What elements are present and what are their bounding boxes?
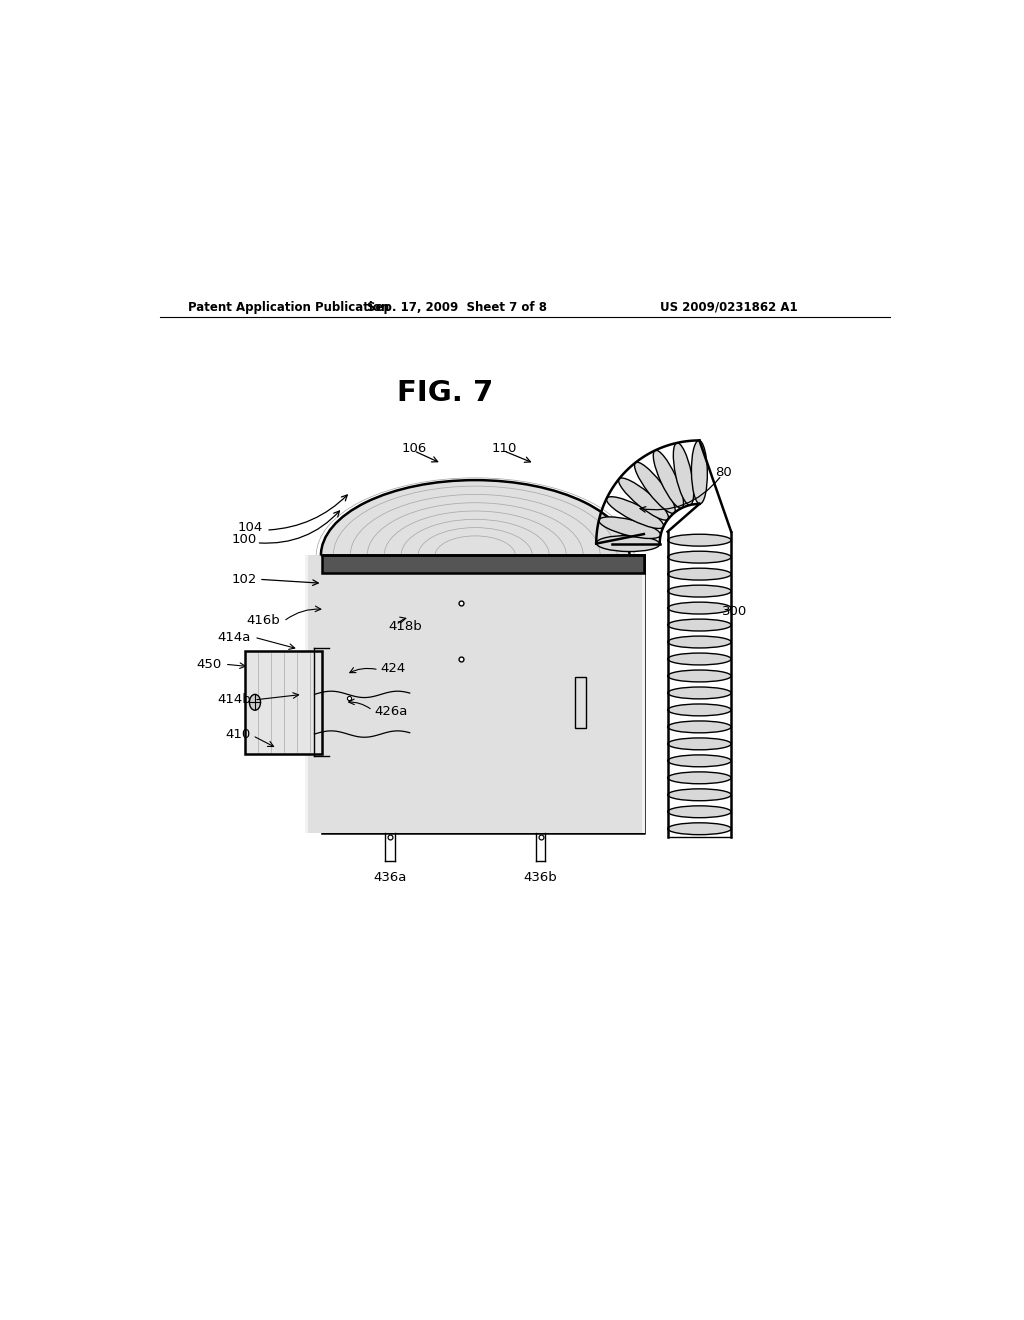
Ellipse shape — [668, 568, 731, 579]
Ellipse shape — [668, 789, 731, 801]
Bar — [575, 677, 586, 729]
Ellipse shape — [668, 671, 731, 682]
Text: 104: 104 — [238, 521, 263, 535]
Text: 414b: 414b — [217, 693, 251, 706]
Bar — [323, 556, 644, 573]
Text: 300: 300 — [722, 605, 746, 618]
Ellipse shape — [668, 602, 731, 614]
Ellipse shape — [668, 585, 731, 597]
Bar — [342, 556, 608, 833]
Text: Patent Application Publication: Patent Application Publication — [187, 301, 389, 314]
Text: 102: 102 — [231, 573, 257, 586]
Text: 424: 424 — [380, 663, 406, 676]
Ellipse shape — [668, 653, 731, 665]
Text: 426a: 426a — [374, 705, 408, 718]
Ellipse shape — [668, 805, 731, 817]
Ellipse shape — [250, 694, 260, 710]
Ellipse shape — [618, 478, 669, 520]
Text: 80: 80 — [715, 466, 732, 479]
Bar — [326, 556, 625, 833]
Bar — [308, 556, 642, 833]
Text: Sep. 17, 2009  Sheet 7 of 8: Sep. 17, 2009 Sheet 7 of 8 — [368, 301, 548, 314]
Bar — [393, 556, 557, 833]
Ellipse shape — [691, 441, 708, 504]
Text: 418b: 418b — [388, 620, 422, 634]
Ellipse shape — [321, 480, 630, 631]
Ellipse shape — [635, 462, 675, 513]
Ellipse shape — [668, 822, 731, 834]
Text: 450: 450 — [197, 657, 221, 671]
Ellipse shape — [668, 772, 731, 784]
Ellipse shape — [653, 450, 684, 508]
Text: 110: 110 — [492, 442, 517, 455]
Ellipse shape — [668, 738, 731, 750]
Ellipse shape — [668, 535, 731, 546]
Ellipse shape — [599, 517, 660, 539]
Ellipse shape — [668, 636, 731, 648]
Text: 414a: 414a — [218, 631, 251, 644]
Bar — [359, 556, 591, 833]
Bar — [246, 651, 323, 754]
Ellipse shape — [668, 552, 731, 564]
Ellipse shape — [596, 536, 659, 552]
Text: 410: 410 — [225, 727, 251, 741]
Text: US 2009/0231862 A1: US 2009/0231862 A1 — [659, 301, 798, 314]
Text: 100: 100 — [231, 533, 256, 546]
Bar — [376, 556, 574, 833]
Text: 416b: 416b — [247, 614, 281, 627]
Bar — [427, 556, 523, 833]
Ellipse shape — [668, 755, 731, 767]
Ellipse shape — [674, 442, 693, 506]
Text: 106: 106 — [401, 442, 427, 455]
Ellipse shape — [668, 686, 731, 698]
Ellipse shape — [668, 619, 731, 631]
Bar — [411, 556, 541, 833]
Bar — [323, 556, 644, 833]
Bar — [323, 556, 644, 573]
Bar — [305, 556, 645, 833]
Ellipse shape — [606, 496, 664, 528]
Text: 436b: 436b — [524, 871, 557, 883]
Ellipse shape — [668, 721, 731, 733]
Ellipse shape — [668, 704, 731, 715]
Text: FIG. 7: FIG. 7 — [397, 379, 494, 407]
Text: 436a: 436a — [373, 871, 407, 883]
